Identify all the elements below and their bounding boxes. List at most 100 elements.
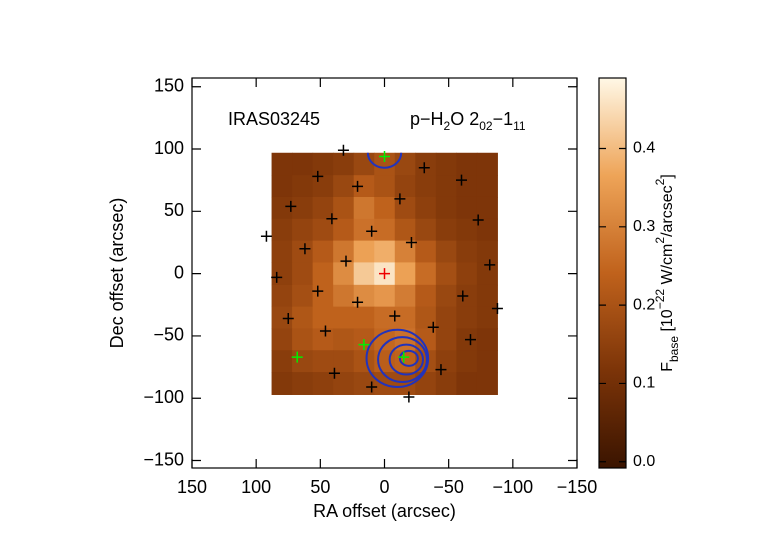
heatmap-cell [476,284,498,308]
marker [398,351,410,363]
heatmap-cell [271,196,293,220]
heatmap-cell [292,196,314,220]
marker [352,180,364,192]
y-tick-label: 50 [164,200,184,220]
heatmap-cell [435,284,457,308]
heatmap-cell [476,262,498,286]
heatmap-cell [374,218,396,242]
colorbar-tick-label: 0.4 [633,140,655,157]
heatmap-cell [394,240,416,263]
heatmap-cell [476,328,498,351]
contour [388,343,425,376]
heatmap-cell [271,175,293,198]
heatmap-cell [456,350,478,373]
heatmap-cell [456,218,478,242]
heatmap-cell [415,152,437,176]
heatmap-cell [394,175,416,198]
heatmap-cell [456,175,478,198]
heatmap-cell [353,240,375,263]
heatmap-cell [415,284,437,308]
heatmap-cell [312,350,334,373]
heatmap-cell [292,372,314,395]
contour [377,336,428,384]
colorbar-title-part: W/cm [659,244,676,289]
marker [312,285,324,297]
marker [299,243,311,255]
y-tick-label: 0 [174,262,184,282]
heatmap-cell [312,372,334,395]
marker [394,193,406,205]
heatmap-cell [435,306,457,329]
marker [340,255,352,267]
heatmap-cell [374,240,396,263]
heatmap-cell [333,262,355,286]
heatmap-cell [333,152,355,176]
marker [435,364,447,376]
colorbar-title-part: /arcsec [659,185,676,237]
heatmap-cell [435,152,457,176]
marker [366,225,378,237]
heatmap-cell [353,196,375,220]
colorbar-title-part: 2 [653,178,667,185]
colorbar [599,78,626,468]
y-axis-title: Dec offset (arcsec) [107,198,127,349]
heatmap-cell [271,262,293,286]
contour [366,152,403,169]
heatmap-cell [292,262,314,286]
heatmap-cell [312,262,334,286]
contour [398,349,419,367]
colorbar-title-part: F [659,362,676,372]
heatmap-cell [415,196,437,220]
heatmap-cell [292,328,314,351]
heatmap-cell [415,175,437,198]
heatmap-cell [271,306,293,329]
marker [389,310,401,322]
heatmap-cell [292,306,314,329]
heatmap-cell [374,152,396,176]
line-label: p−H2O 202−111 [410,109,526,133]
y-tick-label: −50 [153,325,184,345]
heatmap-cell [456,152,478,176]
x-axis-title: RA offset (arcsec) [313,501,456,521]
heatmap-cell [435,175,457,198]
line-label-part: 11 [513,119,526,133]
heatmap-cell [292,218,314,242]
marker [418,162,430,174]
marker [282,312,294,324]
y-tick-label: −100 [143,387,184,407]
heatmap-cell [292,240,314,263]
marker [326,213,338,225]
heatmap-cell [456,306,478,329]
heatmap-cell [271,240,293,263]
marker [464,334,476,346]
heatmap-cell [415,262,437,286]
heatmap-cell [292,152,314,176]
heatmap-cell [456,240,478,263]
heatmap-cell [415,306,437,329]
heatmap-cell [374,284,396,308]
heatmap-cell [435,328,457,351]
heatmap-cell [333,175,355,198]
colorbar-title-part: ] [659,174,676,178]
x-tick-label: 100 [241,477,271,497]
heatmap-cell [394,284,416,308]
annotation: IRAS03245 [228,109,320,129]
marker [328,367,340,379]
marker [457,290,469,302]
heatmap-cell [353,152,375,176]
marker [427,321,439,333]
line-label-part: 2 [444,119,451,133]
heatmap-cell [456,372,478,395]
heatmap-cell [374,306,396,329]
heatmap-cell [271,328,293,351]
x-tick-label: −150 [557,477,598,497]
colorbar-tick-label: 0.3 [633,218,655,235]
marker [379,150,390,162]
colorbar-tick-label: 0.0 [633,453,655,470]
marker [403,391,415,403]
heatmap-cell [476,240,498,263]
colorbar-title-part: [10 [659,309,676,336]
marker [352,296,364,308]
heatmap-cell [435,262,457,286]
